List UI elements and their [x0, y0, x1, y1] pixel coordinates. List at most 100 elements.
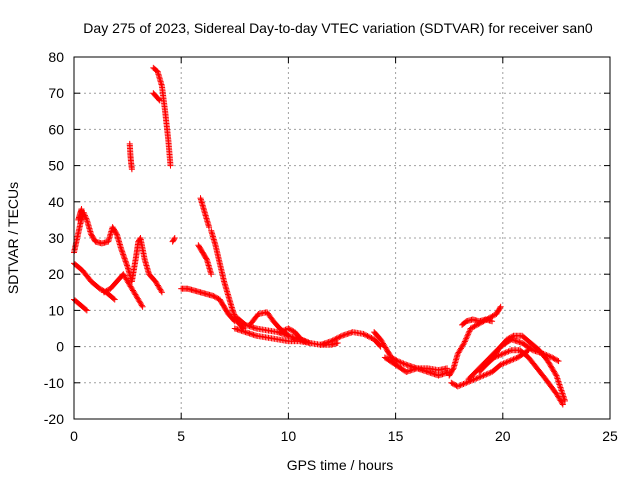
data-point — [464, 379, 471, 386]
data-point — [449, 380, 456, 387]
data-point — [556, 382, 563, 389]
data-point — [396, 358, 403, 365]
data-point — [83, 307, 90, 314]
data-point — [96, 285, 103, 292]
data-point — [511, 355, 518, 362]
data-point — [298, 336, 305, 343]
data-point — [361, 331, 368, 338]
data-point — [472, 322, 479, 329]
data-point — [547, 353, 554, 360]
data-point — [549, 354, 556, 361]
data-point — [509, 356, 516, 363]
data-point — [390, 355, 397, 362]
data-point — [557, 385, 564, 392]
data-point — [156, 97, 163, 104]
data-point — [490, 312, 497, 319]
data-point — [499, 350, 506, 357]
data-point — [466, 328, 473, 335]
data-point — [329, 337, 336, 344]
data-point — [556, 381, 563, 388]
data-point — [510, 356, 517, 363]
data-point — [333, 335, 340, 342]
y-axis-label: SDTVAR / TECUs — [5, 182, 21, 294]
data-point — [101, 289, 108, 296]
data-point — [552, 356, 559, 363]
data-point — [230, 308, 237, 315]
data-point — [336, 334, 343, 341]
data-point — [463, 379, 470, 386]
data-point — [496, 304, 503, 311]
data-point — [400, 360, 407, 367]
tick-labels: 0 5 10 15 20 25 -20 -10 0 10 20 30 40 50 60 70 80 — [44, 49, 618, 444]
data-point — [457, 382, 464, 389]
data-point — [203, 255, 210, 262]
data-point — [328, 338, 335, 345]
data-point — [498, 351, 505, 358]
data-point — [491, 354, 498, 361]
y-tick-label: 0 — [56, 339, 64, 355]
data-point — [558, 387, 565, 394]
data-point — [497, 361, 504, 368]
data-point — [553, 374, 560, 381]
data-point — [495, 352, 502, 359]
x-tick-label: 20 — [495, 428, 511, 444]
data-point — [506, 358, 513, 365]
data-point — [500, 360, 507, 367]
data-point — [504, 336, 511, 343]
data-point — [489, 313, 496, 320]
data-point — [471, 323, 478, 330]
data-point — [393, 357, 400, 364]
data-point — [110, 295, 117, 302]
data-point — [552, 371, 559, 378]
data-point — [229, 307, 236, 314]
data-point — [489, 318, 496, 325]
data-point — [367, 334, 374, 341]
data-point — [206, 224, 213, 231]
data-point — [171, 236, 178, 243]
data-point — [464, 332, 471, 339]
data-point — [113, 230, 120, 237]
data-point — [278, 328, 285, 335]
y-tick-label: 80 — [48, 49, 64, 65]
data-point — [477, 373, 484, 380]
data-point — [111, 296, 118, 303]
data-point — [279, 327, 286, 334]
x-tick-label: 25 — [602, 428, 618, 444]
data-point — [506, 347, 513, 354]
data-point — [558, 388, 565, 395]
data-point — [364, 332, 371, 339]
data-point — [555, 378, 562, 385]
data-point — [102, 288, 109, 295]
data-point — [334, 334, 341, 341]
x-tick-label: 15 — [388, 428, 404, 444]
y-tick-label: 30 — [48, 230, 64, 246]
data-point — [286, 326, 293, 333]
data-point — [557, 384, 564, 391]
y-tick-label: 20 — [48, 266, 64, 282]
data-point — [448, 379, 455, 386]
data-point — [452, 381, 459, 388]
data-point — [397, 359, 404, 366]
data-point — [155, 96, 162, 103]
data-point — [507, 357, 514, 364]
y-tick-label: 10 — [48, 302, 64, 318]
data-point — [505, 348, 512, 355]
data-point — [550, 355, 557, 362]
data-point — [470, 376, 477, 383]
data-point — [394, 358, 401, 365]
data-point — [79, 213, 86, 220]
plot-frame — [73, 56, 611, 420]
data-point — [504, 358, 511, 365]
data-point — [504, 349, 511, 356]
data-point — [503, 359, 510, 366]
data-point — [507, 334, 514, 341]
y-tick-label: -10 — [44, 375, 64, 391]
data-point — [444, 365, 451, 372]
data-point — [461, 338, 468, 345]
data-point — [484, 370, 491, 377]
data-point — [481, 371, 488, 378]
data-point — [546, 353, 553, 360]
data-point — [473, 375, 480, 382]
data-point — [505, 335, 512, 342]
data-point — [302, 338, 309, 345]
